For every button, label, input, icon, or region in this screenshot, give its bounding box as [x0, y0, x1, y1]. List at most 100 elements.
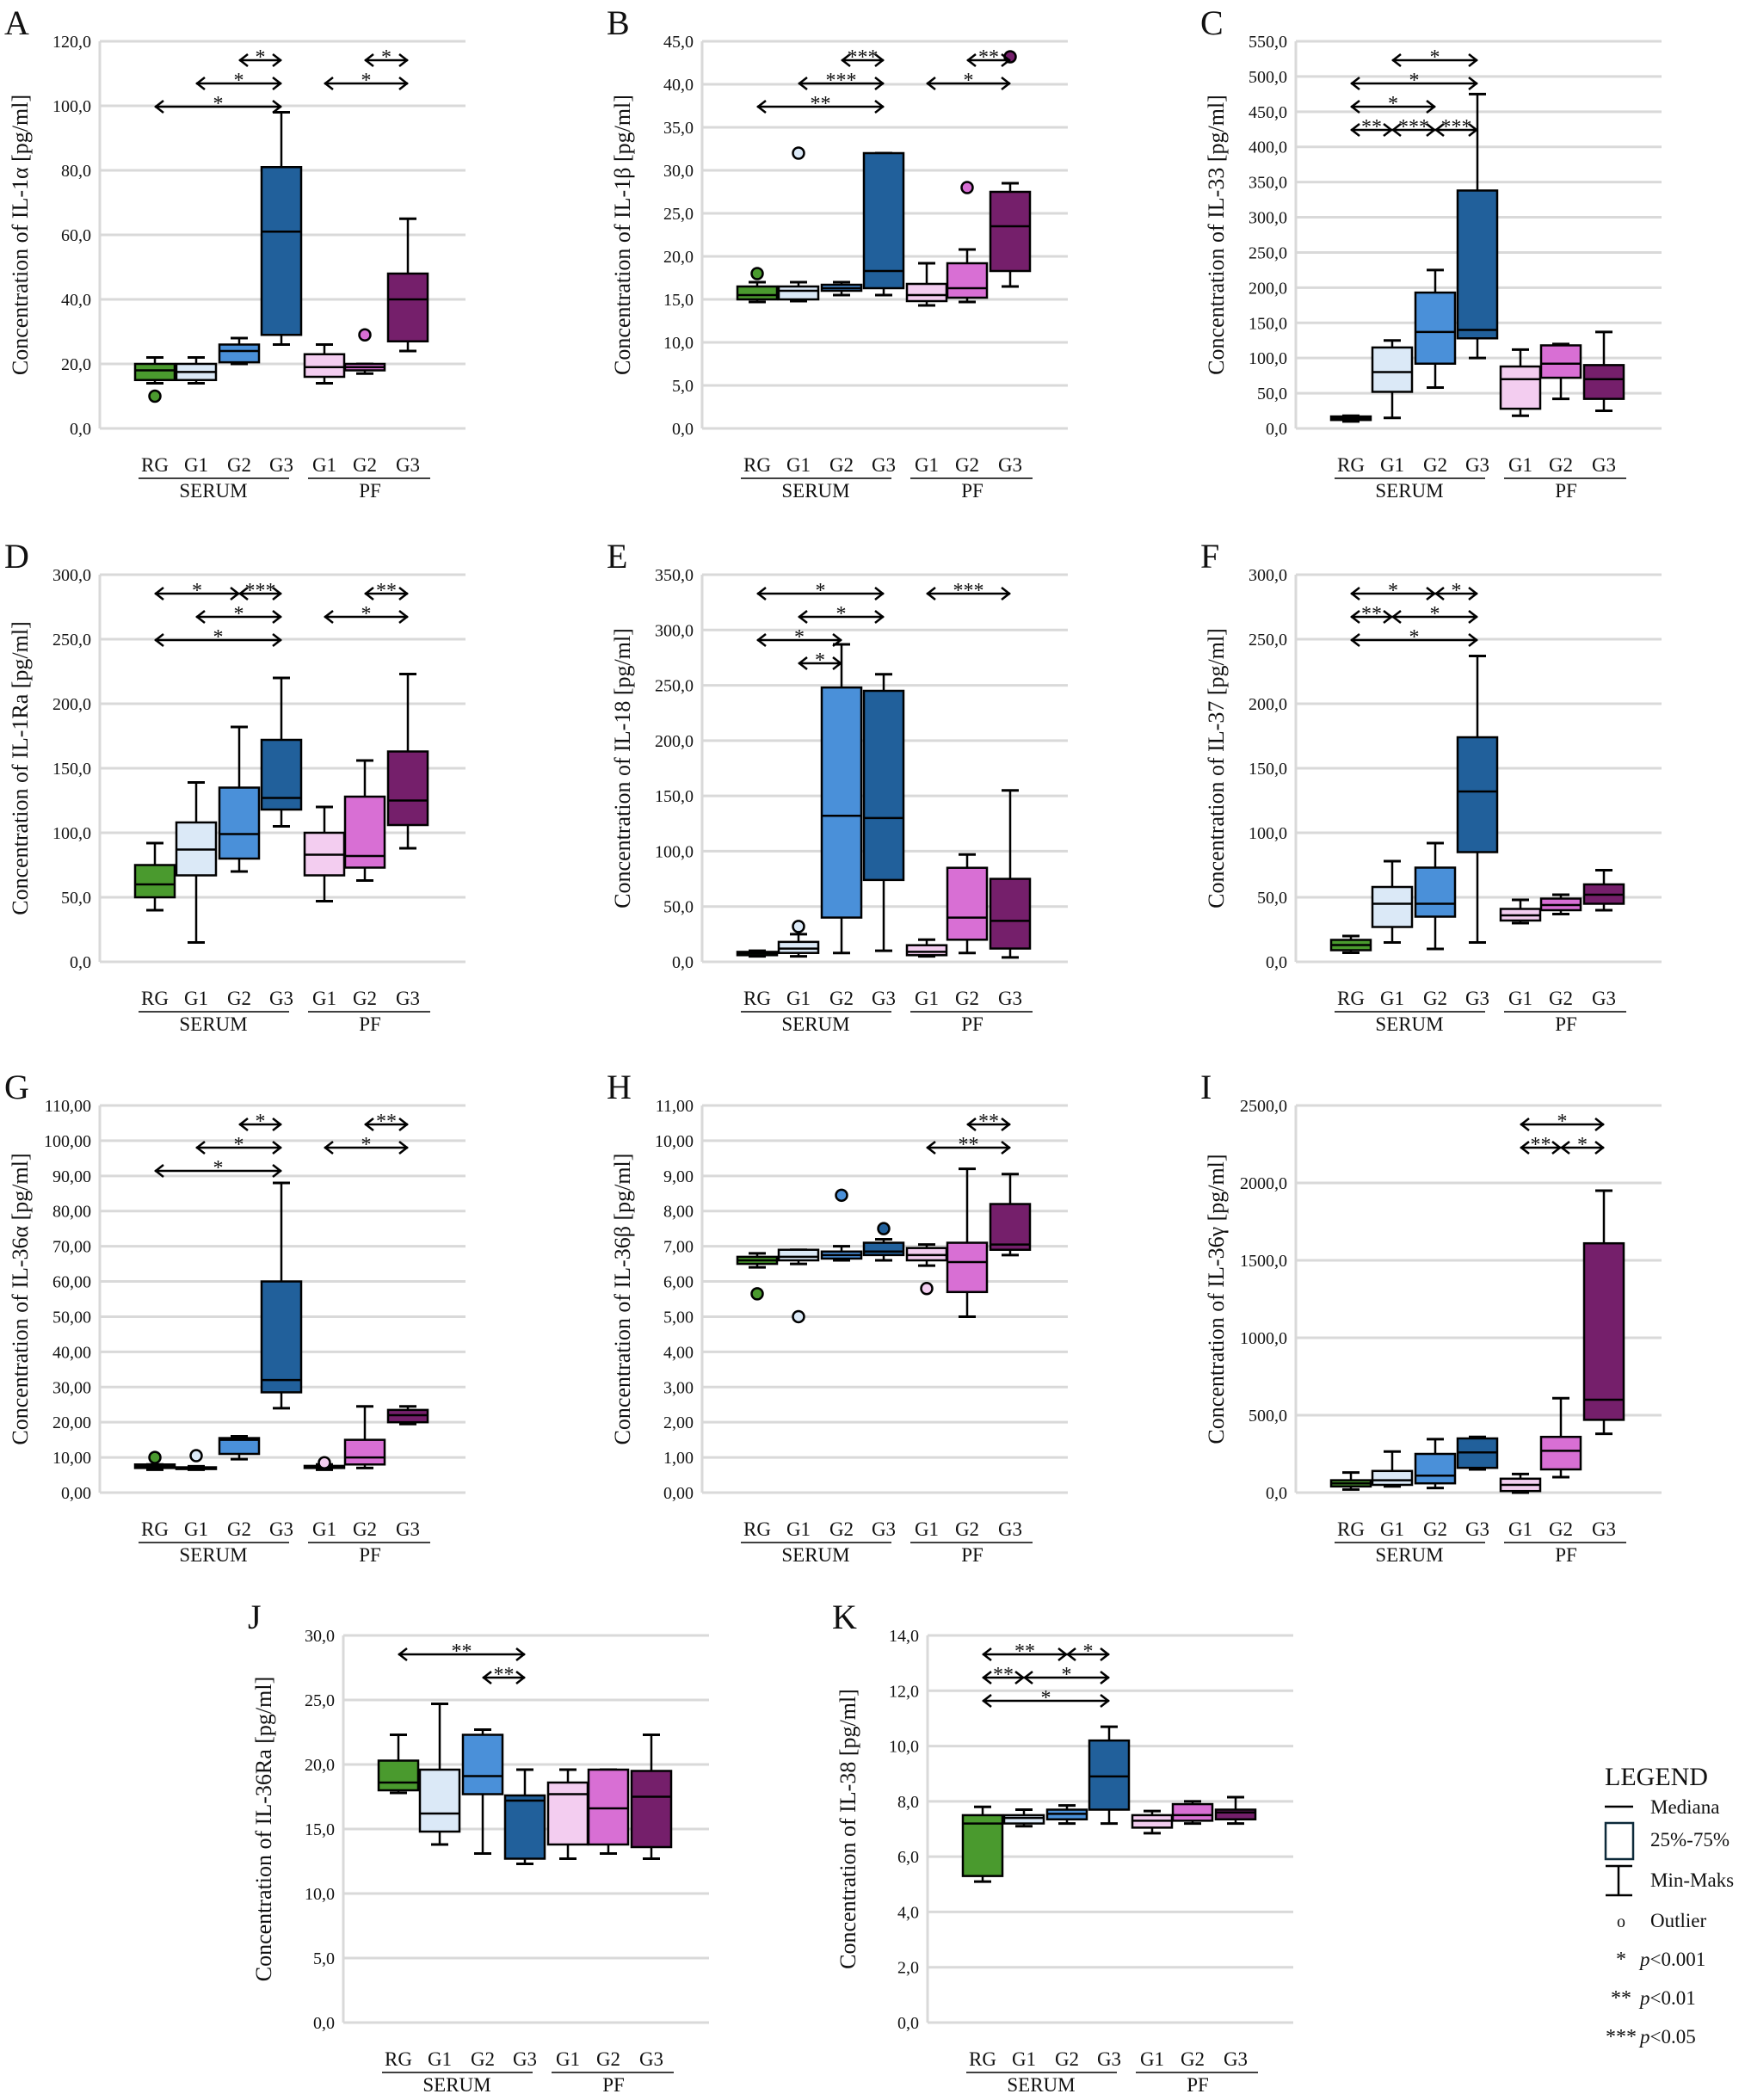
- arrowhead-right: [874, 53, 885, 67]
- y-tick-label: 200,0: [52, 695, 91, 714]
- y-tick-label: 100,0: [1249, 824, 1287, 843]
- category-label: G1: [1140, 2048, 1164, 2070]
- box-G3: [1214, 1808, 1257, 1820]
- panel-letter: G: [4, 1068, 29, 1106]
- box-RG: [961, 1814, 1004, 1877]
- box-G3: [1456, 189, 1499, 340]
- y-tick-label: 12,0: [889, 1682, 919, 1701]
- y-tick-label: 10,00: [655, 1132, 694, 1151]
- group-label-serum: SERUM: [1375, 1544, 1443, 1566]
- y-axis-label: Concentration of IL-18 [pg/ml]: [610, 628, 635, 908]
- y-tick-label: 0,00: [663, 1484, 694, 1503]
- significance-label: *: [361, 70, 372, 92]
- y-tick-label: 150,0: [1249, 314, 1287, 333]
- category-label: RG: [141, 988, 169, 1009]
- panel-letter: J: [248, 1598, 262, 1636]
- significance-label: *: [192, 580, 202, 602]
- significance-label: *: [1388, 93, 1398, 115]
- box-RG: [133, 362, 176, 381]
- arrowhead-right: [1100, 1671, 1111, 1684]
- arrowhead-right: [1100, 1647, 1111, 1661]
- y-axis-label: Concentration of IL-1α [pg/ml]: [8, 95, 33, 375]
- box-G2: [1539, 1435, 1582, 1471]
- y-tick-label: 25,0: [663, 205, 694, 224]
- arrowhead-right: [515, 1671, 527, 1684]
- arrowhead-right: [272, 610, 283, 624]
- legend-p-value: <0.05: [1650, 2026, 1696, 2048]
- chart-panel-G: G 0,00 10,00 20,00 30,00 40,00 50,00 60,00 70,00…: [4, 1068, 466, 1566]
- category-label: G2: [829, 988, 854, 1009]
- arrowhead-right: [1426, 100, 1437, 114]
- legend-label: p<0.001: [1638, 1949, 1705, 1970]
- arrowhead-left: [363, 53, 374, 67]
- box-G1: [777, 940, 820, 954]
- y-tick-label: 20,0: [305, 1756, 335, 1775]
- outlier-point: [750, 1287, 764, 1301]
- outlier-point: [792, 146, 805, 160]
- category-label: G2: [353, 454, 377, 476]
- significance-label: *: [1409, 70, 1420, 92]
- y-axis-label: Concentration of IL-1Ra [pg/ml]: [8, 621, 33, 915]
- arrowhead-left: [1434, 123, 1445, 137]
- category-label: G2: [829, 1518, 854, 1540]
- arrowhead-left: [153, 587, 164, 600]
- y-tick-label: 450,0: [1249, 103, 1287, 122]
- group-label-serum: SERUM: [179, 1013, 247, 1035]
- category-label: RG: [743, 454, 771, 476]
- box-G2: [1171, 1802, 1214, 1822]
- y-tick-label: 1500,0: [1240, 1252, 1287, 1271]
- y-tick-label: 20,00: [52, 1413, 91, 1432]
- category-label: G2: [955, 988, 979, 1009]
- legend-symbol: *: [1616, 1949, 1626, 1971]
- y-tick-label: 500,0: [1249, 68, 1287, 87]
- box-G2: [820, 686, 863, 919]
- arrowhead-left: [755, 100, 767, 114]
- outlier-point: [358, 328, 372, 342]
- significance-label: **: [978, 1111, 999, 1133]
- category-label: G2: [1549, 454, 1573, 476]
- arrowhead-left: [1390, 610, 1402, 624]
- category-label: G2: [829, 454, 854, 476]
- box-G1: [777, 285, 820, 301]
- significance-label: *: [1409, 626, 1420, 649]
- arrowhead-left: [797, 77, 808, 90]
- group-label-serum: SERUM: [1007, 2074, 1075, 2096]
- legend-p-italic: p: [1638, 1987, 1650, 2009]
- box-G1: [905, 944, 948, 957]
- y-tick-label: 8,0: [897, 1793, 919, 1812]
- significance-label: *: [213, 626, 224, 649]
- arrowhead-left: [1434, 587, 1445, 600]
- arrowhead-left: [194, 77, 206, 90]
- y-tick-label: 100,0: [655, 842, 694, 861]
- category-label: G3: [269, 454, 293, 476]
- group-label-pf: PF: [1555, 1013, 1577, 1035]
- category-label: G1: [915, 1518, 939, 1540]
- arrowhead-right: [874, 100, 885, 114]
- legend-p-italic: p: [1638, 2026, 1650, 2048]
- category-label: G1: [312, 454, 336, 476]
- arrowhead-right: [272, 1118, 283, 1131]
- outlier-point: [960, 181, 974, 194]
- group-label-serum: SERUM: [781, 480, 849, 502]
- y-tick-label: 50,0: [1257, 889, 1287, 908]
- arrowhead-left: [363, 1118, 374, 1131]
- significance-label: *: [836, 603, 847, 625]
- arrowhead-left: [1349, 123, 1360, 137]
- significance-label: ***: [1398, 116, 1429, 139]
- arrowhead-left: [925, 77, 936, 90]
- panel-letter: B: [607, 3, 630, 42]
- category-label: G1: [428, 2048, 452, 2070]
- y-tick-label: 10,00: [52, 1449, 91, 1468]
- outlier-point: [877, 1222, 891, 1235]
- category-label: G3: [1097, 2048, 1121, 2070]
- category-label: G2: [1423, 454, 1447, 476]
- category-label: G1: [1508, 454, 1532, 476]
- y-tick-label: 0,0: [1266, 1484, 1287, 1503]
- y-tick-label: 90,00: [52, 1167, 91, 1186]
- panel-letter: I: [1200, 1068, 1212, 1106]
- arrowhead-left: [194, 1141, 206, 1155]
- legend-label: p<0.01: [1638, 1987, 1696, 2009]
- box-G3: [862, 689, 905, 882]
- category-label: G3: [396, 1518, 420, 1540]
- arrowhead-left: [840, 53, 851, 67]
